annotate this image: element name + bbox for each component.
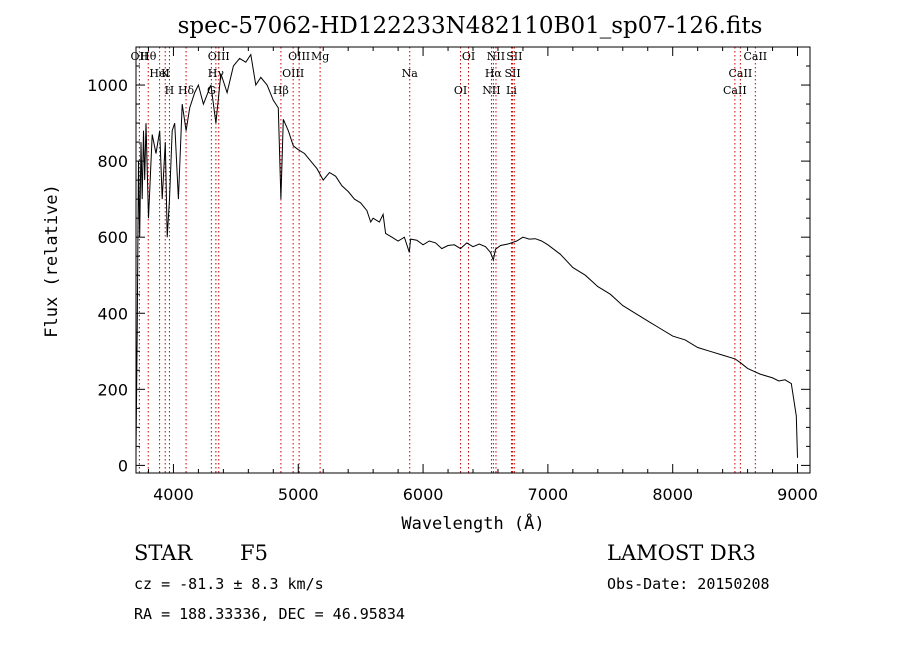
- line-label: Mg: [311, 50, 329, 63]
- line-label: CaII: [743, 50, 767, 63]
- chart-title: spec-57062-HD122233N482110B01_sp07-126.f…: [178, 13, 763, 39]
- line-label: NII: [487, 50, 505, 63]
- line-label: Li: [506, 84, 517, 97]
- line-label: CaII: [729, 67, 753, 80]
- line-marker-layer: [138, 47, 756, 473]
- y-tick-label: 0: [118, 456, 128, 475]
- line-label: SII: [506, 50, 522, 63]
- y-tick-label: 1000: [87, 76, 128, 95]
- y-axis-label: Flux (relative): [42, 184, 62, 338]
- line-label: Hβ: [273, 84, 289, 97]
- coordinates-readout: RA = 188.33336, DEC = 46.95834: [134, 605, 405, 623]
- line-label: CaII: [723, 84, 747, 97]
- line-label: OII: [131, 50, 149, 63]
- line-label-layer: HθKHδOIIHeIHOIIIHγGOIIIOIIIHβMgNaOIOIHαN…: [131, 50, 768, 97]
- y-tick-label: 400: [97, 304, 128, 323]
- y-tick-label: 800: [97, 152, 128, 171]
- y-tick-label: 200: [97, 380, 128, 399]
- object-class: STAR: [134, 541, 193, 565]
- x-axis-label: Wavelength (Å): [401, 512, 544, 534]
- x-tick-label: 9000: [777, 485, 818, 504]
- line-label: H: [165, 84, 175, 97]
- x-tick-label: 7000: [528, 485, 569, 504]
- axis-ticks: 4000 5000 6000 7000 8000 9000 0 200 400 600 800 100…: [87, 46, 818, 504]
- survey-name: LAMOST DR3: [607, 541, 756, 565]
- line-label: SII: [504, 67, 520, 80]
- y-tick-label: 600: [97, 228, 128, 247]
- line-label: Hδ: [178, 84, 195, 97]
- line-label: OIII: [208, 50, 230, 63]
- line-label: HeI: [149, 67, 169, 80]
- plot-frame: [135, 46, 811, 474]
- line-label: Hα: [485, 67, 503, 80]
- x-tick-label: 5000: [278, 485, 319, 504]
- obs-date: Obs-Date: 20150208: [607, 575, 770, 593]
- line-label: Na: [402, 67, 419, 80]
- line-label: OIII: [282, 67, 304, 80]
- spectrum-series-line: [135, 53, 798, 458]
- line-label: OI: [462, 50, 475, 63]
- line-label: NII: [482, 84, 500, 97]
- line-label: K: [161, 67, 170, 80]
- x-tick-label: 8000: [652, 485, 693, 504]
- line-label: OI: [454, 84, 467, 97]
- line-label: Hθ: [140, 50, 157, 63]
- redshift-readout: cz = -81.3 ± 8.3 km/s: [134, 575, 324, 593]
- x-tick-label: 6000: [403, 485, 444, 504]
- x-tick-label: 4000: [153, 485, 194, 504]
- line-label: OIII: [288, 50, 310, 63]
- object-subclass: F5: [240, 541, 268, 565]
